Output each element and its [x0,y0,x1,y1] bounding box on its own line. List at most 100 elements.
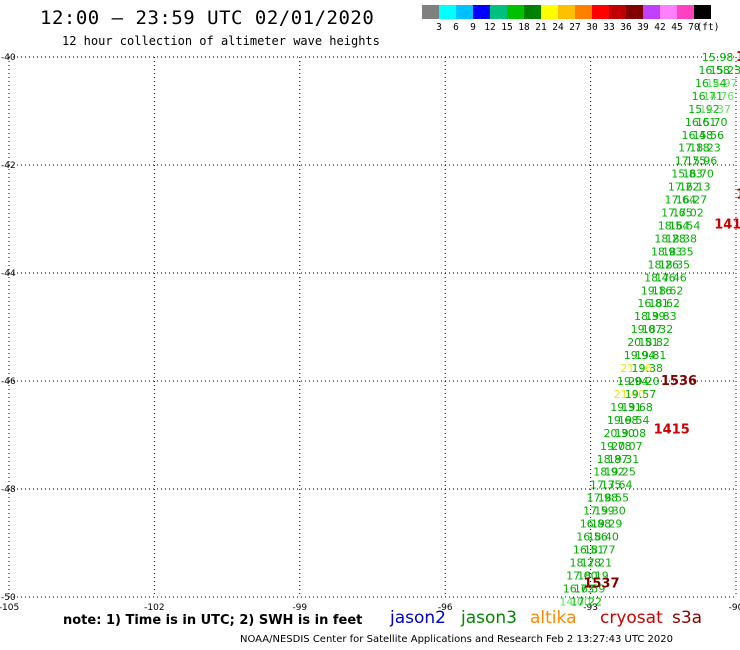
wave-height-value: 18.32 [642,323,674,336]
lon-tick-label: -90 [729,603,740,613]
colorbar-label: 3 [436,22,442,33]
wave-height-value: 18.62 [649,297,681,310]
lat-tick-label: -42 [1,161,16,171]
wave-height-value: 18.46 [644,271,676,284]
pass-time-label: 1537 [583,577,619,592]
wave-height-value: 19.81 [635,349,667,362]
colorbar-swatch-2 [456,5,473,19]
colorbar-swatch-15 [677,5,694,19]
colorbar-label: 33 [603,22,615,33]
wave-height-value: 15.70 [696,116,728,129]
colorbar-swatch-5 [507,5,524,19]
colorbar-swatch-11 [609,5,626,19]
map-title: 12:00 – 23:59 UTC 02/01/2020 [40,7,375,29]
wave-height-value: 15.56 [693,129,725,142]
wave-height-value: 18.28 [654,232,686,245]
colorbar-label: 30 [586,22,598,33]
wave-height-value: 15.92 [688,103,720,116]
wave-height-value: 19.25 [604,466,636,479]
map-grid [8,56,737,598]
wave-height-value: 19.78 [600,440,632,453]
wave-height-value: 17.64 [665,194,697,207]
colorbar-label: 24 [552,22,564,33]
wave-height-value: 15.98 [702,51,734,64]
lon-tick-label: -96 [438,603,453,613]
colorbar-unit: (ft) [696,22,720,33]
wave-height-value: 17.18 [678,142,710,155]
wave-height-value: 19.94 [617,375,649,388]
wave-height-value: 19.31 [608,453,640,466]
pass-time-label: 1413 [736,50,740,65]
colorbar-swatch-13 [643,5,660,19]
wave-height-value: 18.38 [665,232,697,245]
wave-height-value: 18.77 [584,543,616,556]
wave-height-value: 19.08 [615,427,647,440]
colorbar-label: 27 [569,22,581,33]
pass-time-label: 1535 [736,188,740,203]
colorbar-label: 42 [654,22,666,33]
colorbar-label: 12 [484,22,496,33]
colorbar-swatch-1 [439,5,456,19]
satellite-jason2: jason2 [390,608,446,628]
colorbar-swatch-3 [473,5,490,19]
colorbar-swatch-14 [660,5,677,19]
pass-time-label: 1536 [661,374,697,389]
wave-height-value: 19.57 [625,388,657,401]
wave-height-value: 20.51 [627,336,659,349]
wave-height-value: 20.20 [628,375,660,388]
colorbar-label: 9 [470,22,476,33]
wave-height-value: 15.96 [686,155,718,168]
satellite-s3a: s3a [672,608,703,628]
wave-height-value: 14.97 [706,77,738,90]
wave-height-value: 17.21 [581,556,613,569]
wave-height-value: 17.46 [655,271,687,284]
colorbar-label: 21 [535,22,547,33]
wave-height-value: 17.64 [601,479,633,492]
wave-height-value: 19.54 [618,414,650,427]
wave-height-value: 17.35 [590,479,622,492]
colorbar-label: 70 [688,22,700,33]
wave-height-value: 15.23 [710,64,740,77]
lat-tick-label: -46 [1,377,16,387]
wave-height-value: 19.07 [631,323,663,336]
wave-height-value: 19.68 [607,414,639,427]
colorbar-swatch-4 [490,5,507,19]
wave-height-value: 17.65 [661,207,693,220]
wave-height-value: 18.55 [598,492,630,505]
wave-height-value: 18.23 [689,142,721,155]
wave-height-value: 17.98 [586,492,618,505]
wave-height-value: 19.38 [632,362,664,375]
wave-height-value: 18.62 [652,284,684,297]
wave-height-value: 16.59 [574,582,606,595]
colorbar-label: 18 [518,22,530,33]
wave-height-value: 17.75 [675,155,707,168]
wave-height-value: 18.39 [634,310,666,323]
lat-tick-label: -48 [1,485,16,495]
wave-height-value: 18.26 [648,258,680,271]
wave-height-value: 16.58 [698,64,730,77]
wave-height-value: 16.48 [681,129,713,142]
lon-tick-label: -102 [144,603,164,613]
colorbar-swatch-8 [558,5,575,19]
lat-tick-label: -40 [1,53,16,63]
map-subtitle: 12 hour collection of altimeter wave hei… [62,34,380,48]
wave-height-value: 16.27 [676,194,708,207]
lat-tick-label: -50 [1,593,16,603]
wave-height-value: 20.07 [611,440,643,453]
wave-height-value: 17.59 [583,505,615,518]
wave-height-value: 18.54 [658,219,690,232]
wave-height-value: 18.19 [577,569,609,582]
satellite-cryosat: cryosat [600,608,663,628]
wave-height-colorbar [422,5,711,19]
wave-height-value: 19.94 [624,349,656,362]
wave-height-value: 14.00 [559,595,591,608]
wave-height-value: 18.35 [662,245,694,258]
wave-height-value: 19.16 [641,284,673,297]
wave-height-value: 17.22 [570,595,602,608]
wave-height-value: 19.30 [594,505,626,518]
wave-height-value: 15.83 [671,168,703,181]
colorbar-swatch-7 [541,5,558,19]
lon-tick-label: -105 [0,603,19,613]
colorbar-label: 39 [637,22,649,33]
